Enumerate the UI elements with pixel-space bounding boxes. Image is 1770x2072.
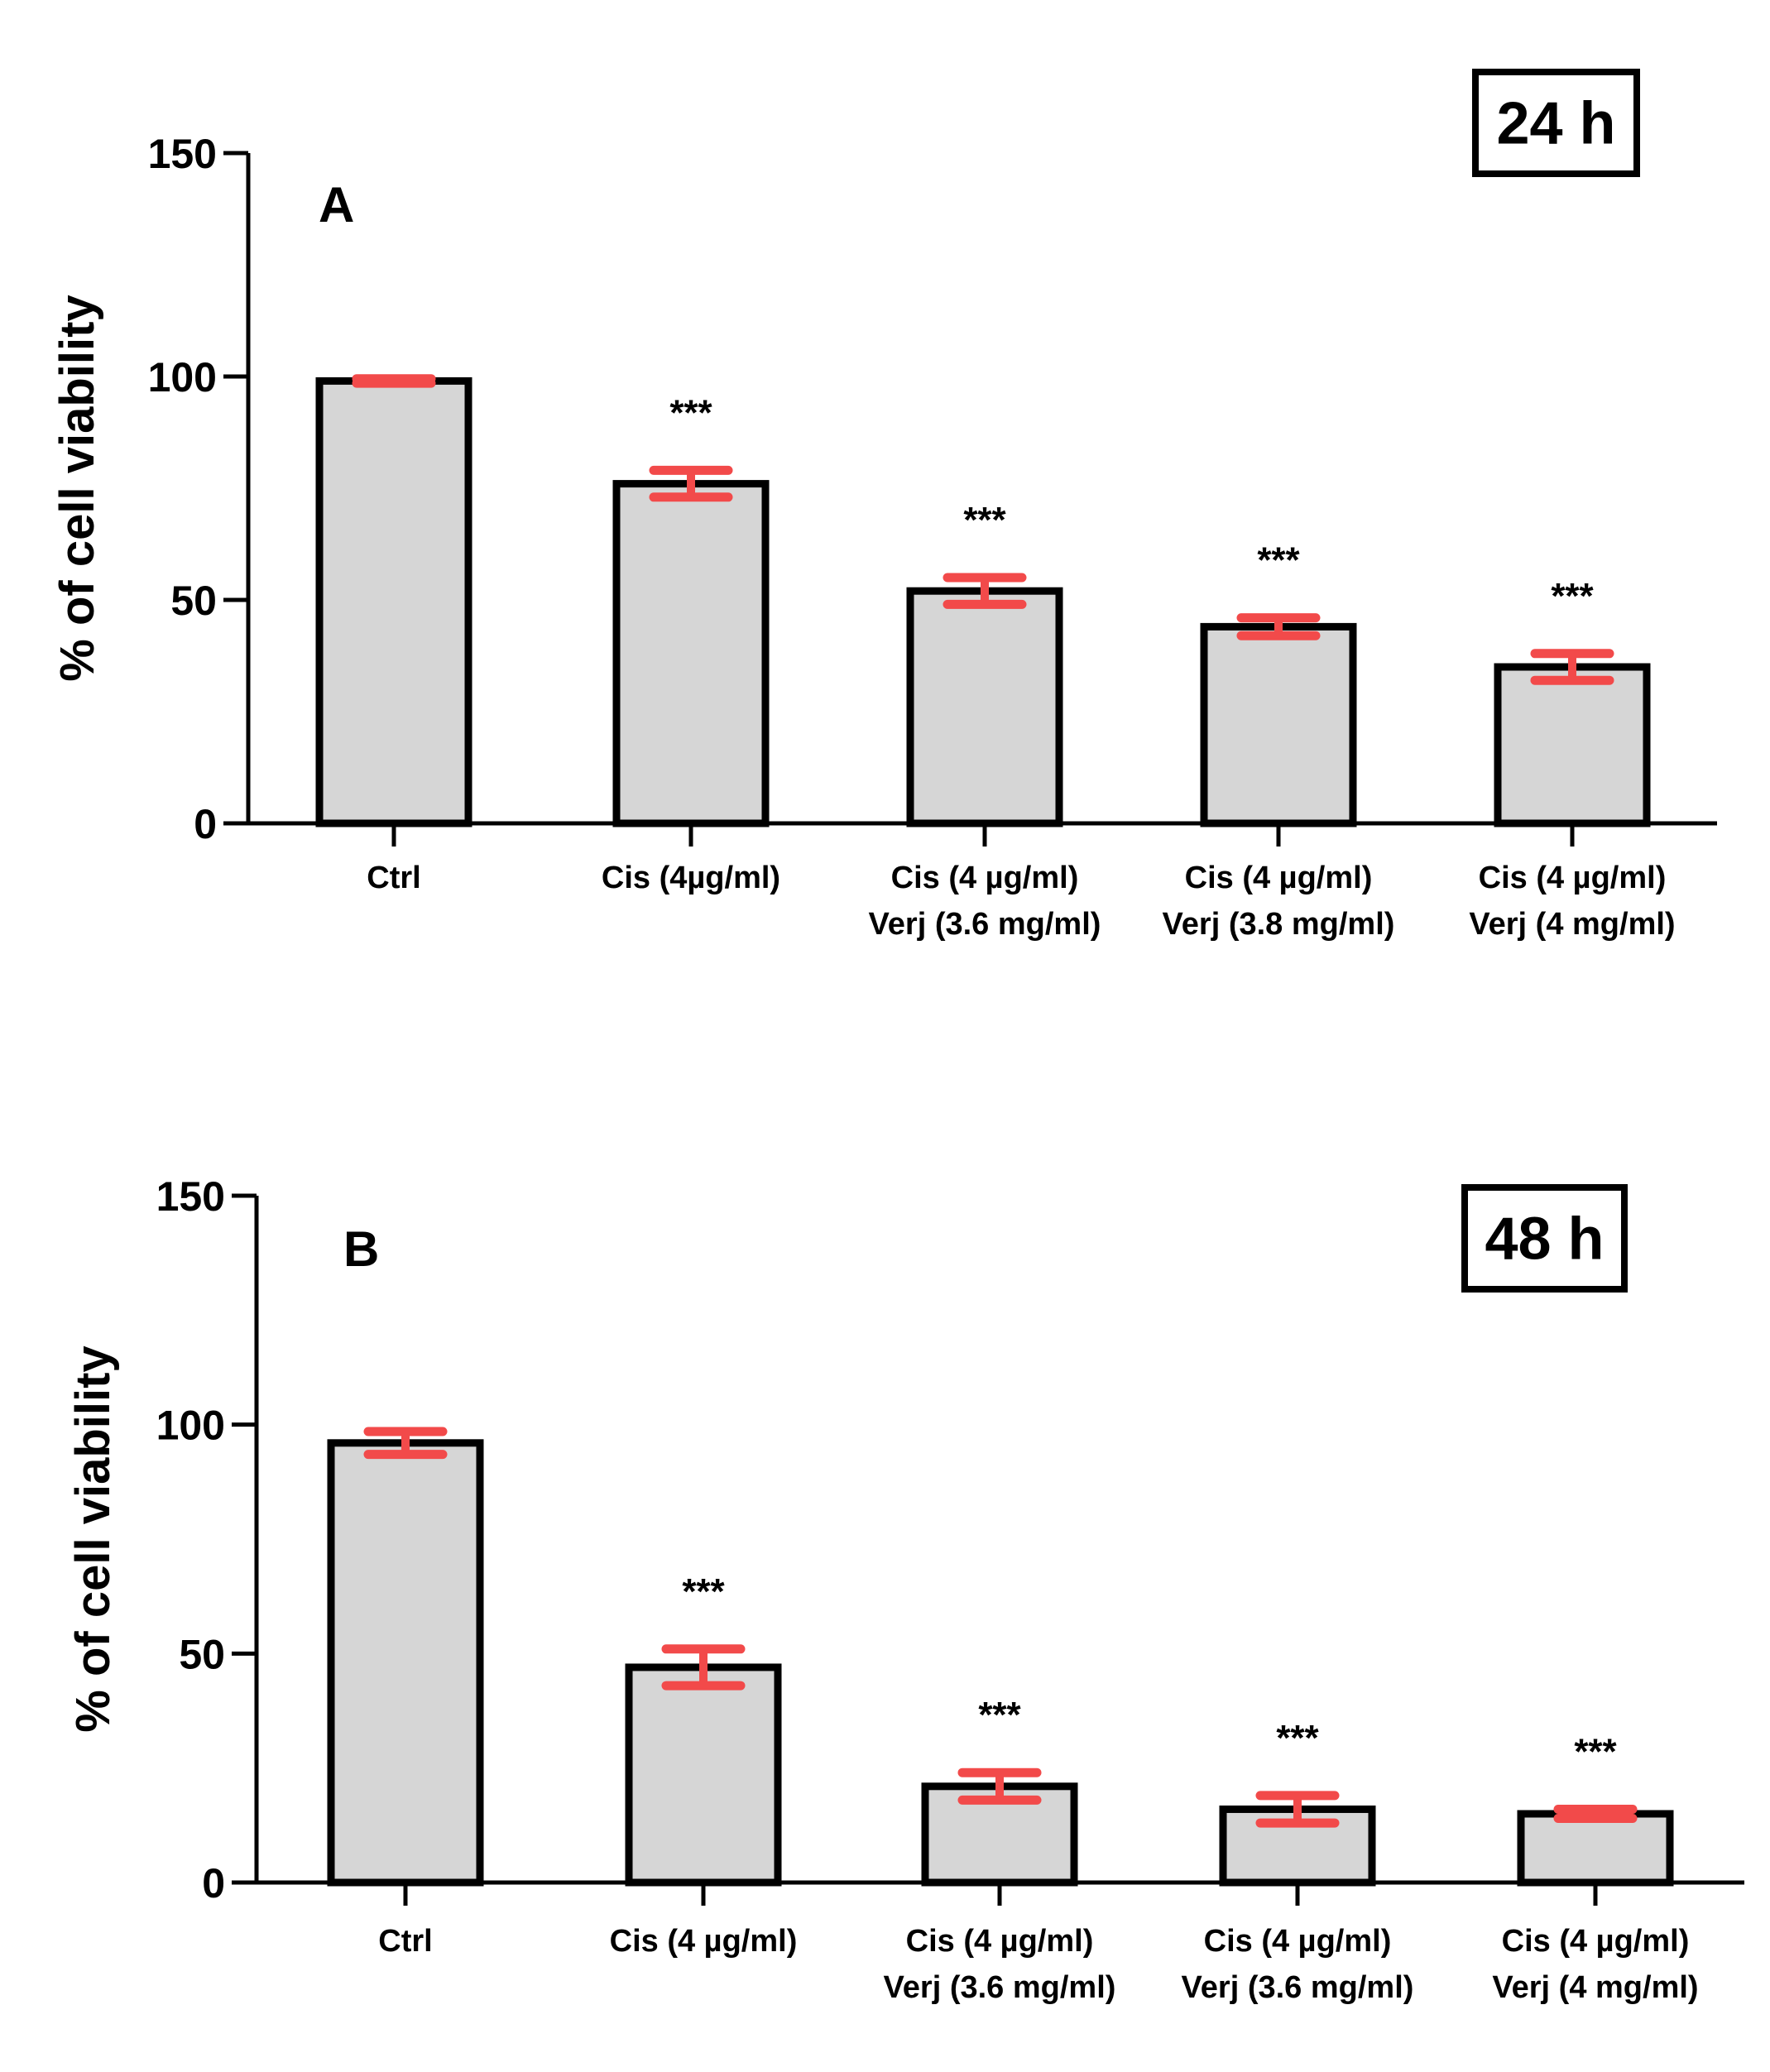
panel-b-letter: B	[343, 1221, 379, 1277]
panel-a-category-label-5: Cis (4 µg/ml) Verj (4 mg/ml)	[1469, 861, 1675, 942]
panel-b-ytick-label-100: 100	[156, 1403, 225, 1449]
panel-a-letter: A	[319, 177, 354, 233]
panel-a-y-axis-title: % of cell viability	[50, 295, 104, 681]
panel-b-bar-1	[327, 1439, 484, 1887]
panel-a-bar-4	[1200, 622, 1357, 827]
panel-a-ytick-label-50: 50	[170, 578, 217, 624]
panel-a-ytick-label-0: 0	[194, 801, 217, 847]
panel-a-time-label: 24 h	[1496, 91, 1615, 157]
panel-a-significance-2: ***	[669, 392, 712, 433]
panel-b-category-label-3: Cis (4 µg/ml) Verj (3.6 mg/ml)	[884, 1924, 1116, 2005]
panel-b-y-axis-title: % of cell viability	[66, 1345, 120, 1732]
panel-a-error-bar-4	[1236, 613, 1321, 640]
panel-a-time-box	[1472, 69, 1640, 177]
panel-a-bar-3	[906, 587, 1063, 827]
panel-b-ytick-label-50: 50	[179, 1631, 225, 1677]
panel-b-bar-5	[1517, 1810, 1674, 1887]
panel-b-ytick-label-0: 0	[202, 1860, 225, 1907]
panel-a-error-bar-5	[1530, 649, 1614, 685]
panel-a-error-bar-2	[649, 465, 733, 502]
panel-b-error-bar-5	[1553, 1804, 1638, 1824]
panel-a-significance-5: ***	[1551, 576, 1594, 616]
panel-a-ytick-label-100: 100	[148, 354, 217, 400]
panel-a-category-label-3: Cis (4 µg/ml) Verj (3.6 mg/ml)	[869, 861, 1101, 942]
panel-b-error-bar-4	[1255, 1791, 1340, 1828]
panel-b-significance-3: ***	[978, 1695, 1021, 1735]
panel-b-time-label: 48 h	[1485, 1206, 1604, 1273]
panel-a-bar-5	[1494, 663, 1651, 827]
panel-a-error-bar-3	[943, 573, 1027, 609]
panel-b-time-box	[1461, 1184, 1628, 1293]
panel-a-category-label-2: Cis (4µg/ml)	[602, 861, 780, 895]
panel-b-category-label-1: Ctrl	[378, 1924, 432, 1959]
panel-b-ytick-label-150: 150	[156, 1173, 225, 1220]
panel-a-bar-1	[315, 377, 472, 827]
panel-a-chart: 0 50 100 150 Ctrl Cis (4µg/ml) Cis (4 µg/ml) Ve…	[50, 69, 1717, 942]
panel-b-category-label-2: Cis (4 µg/ml)	[610, 1924, 798, 1959]
panel-b-bar-2	[625, 1663, 782, 1887]
panel-b-error-bar-3	[957, 1767, 1042, 1805]
panel-b-significance-2: ***	[682, 1571, 725, 1612]
panel-b-chart: 0 50 100 150 Ctrl Cis (4 µg/ml) Cis (4 µg/ml) V…	[66, 1173, 1744, 2005]
panel-b-category-label-5: Cis (4 µg/ml) Verj (4 mg/ml)	[1492, 1924, 1698, 2005]
panel-b-category-label-4: Cis (4 µg/ml) Verj (3.6 mg/ml)	[1182, 1924, 1414, 2005]
panel-a-significance-3: ***	[963, 500, 1006, 540]
panel-b-significance-4: ***	[1276, 1718, 1319, 1758]
panel-a-category-label-1: Ctrl	[367, 861, 420, 895]
panel-a-ytick-label-150: 150	[148, 131, 217, 177]
panel-b-error-bar-1	[363, 1427, 448, 1460]
panel-b-error-bar-2	[661, 1644, 746, 1691]
panel-a-bar-2	[612, 480, 770, 827]
panel-a-error-bar-1	[352, 374, 436, 388]
panel-a-significance-4: ***	[1257, 540, 1300, 581]
panel-b-significance-5: ***	[1574, 1731, 1617, 1772]
panel-a-category-label-4: Cis (4 µg/ml) Verj (3.8 mg/ml)	[1163, 861, 1395, 942]
